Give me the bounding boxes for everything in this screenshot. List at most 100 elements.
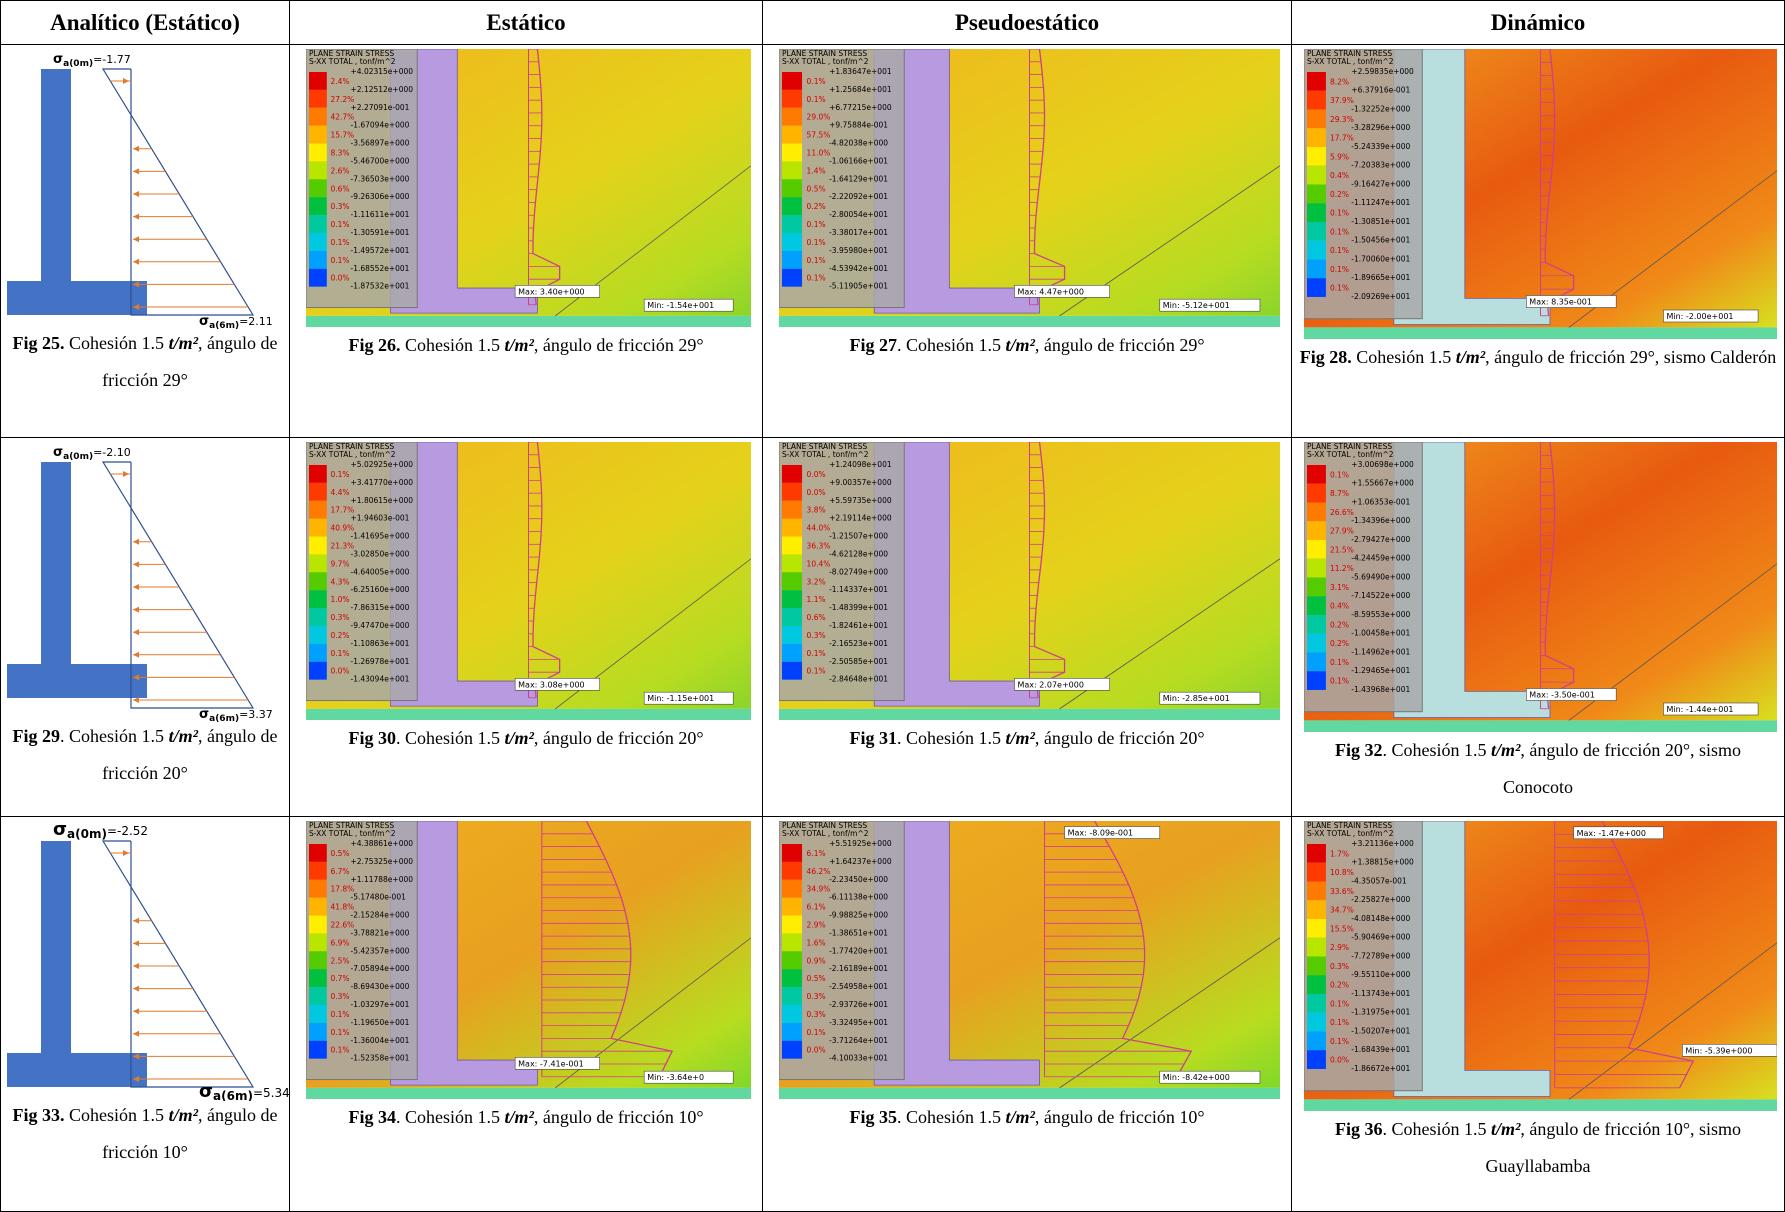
legend-percent: 0.2%	[807, 202, 826, 211]
legend-percent: 8.2%	[1330, 77, 1349, 86]
legend-percent: 3.1%	[1330, 583, 1349, 592]
legend-value: -1.41695e+000	[351, 532, 410, 541]
caption-fig: Fig 36	[1335, 1119, 1383, 1139]
legend-value: -1.64129e+001	[829, 174, 888, 183]
legend-swatch	[1307, 671, 1326, 690]
legend-swatch	[1307, 596, 1326, 615]
arrow-head	[133, 986, 139, 992]
legend-value: -1.11611e+001	[351, 210, 410, 219]
legend-value: -3.28296e+000	[1351, 123, 1410, 132]
legend-percent: 33.6%	[1330, 887, 1354, 896]
legend-percent: 4.4%	[330, 488, 349, 497]
legend-value: -4.35057e-001	[1351, 876, 1407, 885]
wall-stem	[41, 841, 71, 1071]
legend-value: -1.32252e+000	[1351, 104, 1410, 113]
legend-value: -1.48399e+001	[829, 603, 888, 612]
legend-value: -1.11247e+001	[1351, 198, 1410, 207]
legend-swatch	[309, 916, 327, 934]
legend-swatch	[782, 644, 802, 662]
legend-percent: 8.7%	[1330, 489, 1349, 498]
legend-swatch	[1307, 278, 1326, 297]
legend-value: -2.84648e+001	[829, 675, 888, 684]
legend-value: -7.14522e+000	[1351, 591, 1410, 600]
max-label: Max: 3.08e+000	[518, 680, 584, 689]
legend-value: -1.87532e+001	[351, 282, 410, 291]
legend-value: -8.02749e+000	[829, 567, 888, 576]
legend-swatch	[309, 483, 327, 501]
legend-percent: 0.7%	[330, 974, 349, 983]
legend-percent: 0.2%	[330, 631, 349, 640]
legend-swatch	[782, 1023, 802, 1041]
legend-value: -1.67094e+000	[351, 121, 410, 130]
fem-result: Max: -1.47e+000Min: -5.39e+000PLANE STRA…	[1304, 821, 1777, 1111]
legend-swatch	[309, 144, 327, 162]
legend-percent: 0.1%	[807, 77, 826, 86]
legend-value: -4.24459e+000	[1351, 554, 1410, 563]
caption-unit: t/m²	[1005, 335, 1034, 355]
legend-swatch	[782, 1005, 802, 1023]
pressure-outline	[103, 841, 253, 1087]
legend-title: S-XX TOTAL , tonf/m^2	[1307, 829, 1394, 838]
caption-unit: t/m²	[169, 333, 198, 353]
legend-percent: 0.0%	[1330, 1056, 1349, 1065]
ground-strip	[779, 316, 1280, 327]
legend-value: -1.21507e+000	[829, 532, 888, 541]
legend-percent: 1.7%	[1330, 849, 1349, 858]
wall-base	[7, 664, 147, 698]
legend-value: -1.50456e+001	[1351, 236, 1410, 245]
legend-value: -7.20383e+000	[1351, 161, 1410, 170]
fem-cell: Max: 3.40e+000Min: -1.54e+001PLANE STRAI…	[290, 45, 763, 438]
legend-percent: 17.8%	[330, 885, 354, 894]
caption-fig: Fig 32	[1335, 740, 1383, 760]
legend-value: -9.47470e+000	[351, 621, 410, 630]
legend-percent: 0.1%	[1330, 1037, 1349, 1046]
legend-swatch	[309, 880, 327, 898]
legend-value: +4.38861e+000	[351, 839, 414, 848]
legend-swatch	[782, 626, 802, 644]
legend-percent: 26.6%	[1330, 508, 1354, 517]
ground-strip	[306, 709, 751, 720]
legend-swatch	[1307, 241, 1326, 260]
legend-percent: 11.2%	[1330, 564, 1354, 573]
wall-stem	[41, 462, 71, 692]
legend-percent: 0.1%	[330, 1046, 349, 1055]
legend-value: -6.25160e+000	[351, 585, 410, 594]
legend-percent: 0.3%	[807, 631, 826, 640]
caption-text: . Cohesión 1.5	[897, 1107, 1001, 1127]
legend-percent: 0.6%	[807, 613, 826, 622]
legend-percent: 41.8%	[330, 903, 354, 912]
legend-percent: 1.6%	[807, 938, 826, 947]
legend-value: +4.02315e+000	[351, 67, 414, 76]
legend-swatch	[782, 1041, 802, 1059]
legend-percent: 0.1%	[807, 220, 826, 229]
ground-strip	[306, 1088, 751, 1099]
legend-swatch	[1307, 91, 1326, 110]
legend-value: +2.59835e+000	[1351, 67, 1414, 76]
arrow-head	[133, 607, 139, 613]
legend-swatch	[309, 269, 327, 287]
legend-percent: 15.7%	[330, 131, 354, 140]
caption-unit: t/m²	[504, 1107, 533, 1127]
legend-swatch	[309, 126, 327, 144]
arrow-head	[133, 561, 139, 567]
caption-text: Cohesión 1.5	[405, 335, 500, 355]
legend-swatch	[1307, 166, 1326, 185]
legend-value: -5.42357e+000	[351, 946, 410, 955]
legend-value: -9.26306e+000	[351, 192, 410, 201]
legend-percent: 0.3%	[807, 992, 826, 1001]
legend-percent: 0.6%	[330, 184, 349, 193]
legend-percent: 0.1%	[1330, 677, 1349, 686]
legend-percent: 34.7%	[1330, 906, 1354, 915]
legend-swatch	[309, 1005, 327, 1023]
legend-percent: 2.5%	[330, 956, 349, 965]
caption-text: Cohesión 1.5	[1356, 347, 1451, 367]
legend-swatch	[782, 72, 802, 90]
legend-value: +1.64237e+000	[829, 857, 892, 866]
legend-swatch	[782, 519, 802, 537]
legend-value: -4.08148e+000	[1351, 914, 1410, 923]
legend-swatch	[1307, 652, 1326, 671]
caption-unit: t/m²	[169, 726, 198, 746]
legend-value: -1.82461e+001	[829, 621, 888, 630]
legend-value: -5.69490e+000	[1351, 572, 1410, 581]
